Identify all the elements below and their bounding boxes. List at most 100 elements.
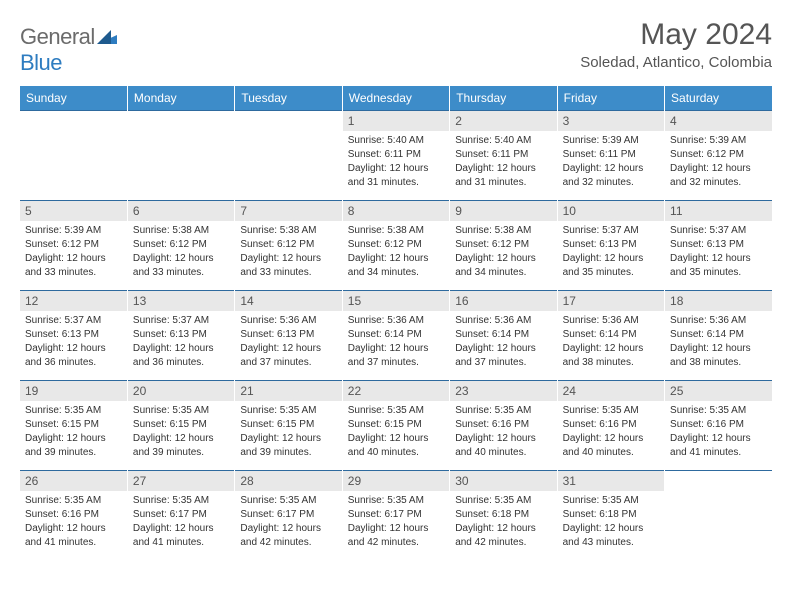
day-number: 21 [235, 381, 341, 401]
title-block: May 2024 Soledad, Atlantico, Colombia [580, 18, 772, 71]
calendar-day-cell: 3Sunrise: 5:39 AMSunset: 6:11 PMDaylight… [557, 111, 664, 201]
day-number: 11 [665, 201, 772, 221]
calendar-day-cell: 25Sunrise: 5:35 AMSunset: 6:16 PMDayligh… [665, 381, 772, 471]
logo: General Blue [20, 18, 117, 76]
day-data: Sunrise: 5:36 AMSunset: 6:14 PMDaylight:… [558, 311, 664, 373]
day-number: 26 [20, 471, 127, 491]
logo-triangle-icon [97, 30, 117, 49]
day-data: Sunrise: 5:35 AMSunset: 6:15 PMDaylight:… [20, 401, 127, 463]
day-number: 5 [20, 201, 127, 221]
weekday-header: Tuesday [235, 86, 342, 111]
calendar-day-cell [20, 111, 127, 201]
calendar-day-cell: 13Sunrise: 5:37 AMSunset: 6:13 PMDayligh… [127, 291, 234, 381]
day-number: 25 [665, 381, 772, 401]
weekday-header: Wednesday [342, 86, 449, 111]
day-number: 16 [450, 291, 556, 311]
calendar-header-row: SundayMondayTuesdayWednesdayThursdayFrid… [20, 86, 772, 111]
day-number: 17 [558, 291, 664, 311]
calendar-day-cell: 23Sunrise: 5:35 AMSunset: 6:16 PMDayligh… [450, 381, 557, 471]
day-number-empty [20, 111, 127, 131]
calendar-week-row: 5Sunrise: 5:39 AMSunset: 6:12 PMDaylight… [20, 201, 772, 291]
calendar-page: General Blue May 2024 Soledad, Atlantico… [0, 0, 792, 612]
day-data: Sunrise: 5:35 AMSunset: 6:17 PMDaylight:… [235, 491, 341, 553]
day-data: Sunrise: 5:36 AMSunset: 6:14 PMDaylight:… [343, 311, 449, 373]
calendar-day-cell: 10Sunrise: 5:37 AMSunset: 6:13 PMDayligh… [557, 201, 664, 291]
calendar-day-cell: 7Sunrise: 5:38 AMSunset: 6:12 PMDaylight… [235, 201, 342, 291]
day-data: Sunrise: 5:39 AMSunset: 6:12 PMDaylight:… [665, 131, 772, 193]
day-number: 15 [343, 291, 449, 311]
day-data: Sunrise: 5:35 AMSunset: 6:15 PMDaylight:… [343, 401, 449, 463]
calendar-day-cell: 29Sunrise: 5:35 AMSunset: 6:17 PMDayligh… [342, 471, 449, 561]
calendar-day-cell: 28Sunrise: 5:35 AMSunset: 6:17 PMDayligh… [235, 471, 342, 561]
calendar-day-cell: 12Sunrise: 5:37 AMSunset: 6:13 PMDayligh… [20, 291, 127, 381]
day-data: Sunrise: 5:35 AMSunset: 6:16 PMDaylight:… [450, 401, 556, 463]
day-data: Sunrise: 5:35 AMSunset: 6:15 PMDaylight:… [235, 401, 341, 463]
day-number: 18 [665, 291, 772, 311]
day-number: 12 [20, 291, 127, 311]
day-data: Sunrise: 5:38 AMSunset: 6:12 PMDaylight:… [450, 221, 556, 283]
day-number: 20 [128, 381, 234, 401]
calendar-table: SundayMondayTuesdayWednesdayThursdayFrid… [20, 86, 772, 561]
calendar-day-cell: 4Sunrise: 5:39 AMSunset: 6:12 PMDaylight… [665, 111, 772, 201]
calendar-day-cell: 5Sunrise: 5:39 AMSunset: 6:12 PMDaylight… [20, 201, 127, 291]
calendar-day-cell: 24Sunrise: 5:35 AMSunset: 6:16 PMDayligh… [557, 381, 664, 471]
logo-blue-text: Blue [20, 50, 62, 76]
day-number: 29 [343, 471, 449, 491]
logo-wrap: General Blue [20, 24, 117, 76]
calendar-week-row: 19Sunrise: 5:35 AMSunset: 6:15 PMDayligh… [20, 381, 772, 471]
day-data: Sunrise: 5:35 AMSunset: 6:16 PMDaylight:… [558, 401, 664, 463]
day-number: 4 [665, 111, 772, 131]
day-data: Sunrise: 5:38 AMSunset: 6:12 PMDaylight:… [235, 221, 341, 283]
day-number: 2 [450, 111, 556, 131]
calendar-day-cell: 16Sunrise: 5:36 AMSunset: 6:14 PMDayligh… [450, 291, 557, 381]
calendar-day-cell: 21Sunrise: 5:35 AMSunset: 6:15 PMDayligh… [235, 381, 342, 471]
day-number: 7 [235, 201, 341, 221]
header: General Blue May 2024 Soledad, Atlantico… [20, 18, 772, 76]
day-data: Sunrise: 5:38 AMSunset: 6:12 PMDaylight:… [343, 221, 449, 283]
calendar-day-cell: 17Sunrise: 5:36 AMSunset: 6:14 PMDayligh… [557, 291, 664, 381]
calendar-day-cell: 30Sunrise: 5:35 AMSunset: 6:18 PMDayligh… [450, 471, 557, 561]
day-data: Sunrise: 5:36 AMSunset: 6:13 PMDaylight:… [235, 311, 341, 373]
day-number: 8 [343, 201, 449, 221]
calendar-day-cell: 18Sunrise: 5:36 AMSunset: 6:14 PMDayligh… [665, 291, 772, 381]
calendar-day-cell: 8Sunrise: 5:38 AMSunset: 6:12 PMDaylight… [342, 201, 449, 291]
logo-gray-text: General [20, 24, 95, 49]
calendar-day-cell [235, 111, 342, 201]
day-number: 19 [20, 381, 127, 401]
day-data: Sunrise: 5:40 AMSunset: 6:11 PMDaylight:… [343, 131, 449, 193]
calendar-day-cell: 2Sunrise: 5:40 AMSunset: 6:11 PMDaylight… [450, 111, 557, 201]
day-number: 6 [128, 201, 234, 221]
day-number: 30 [450, 471, 556, 491]
day-number: 9 [450, 201, 556, 221]
day-number: 24 [558, 381, 664, 401]
day-data: Sunrise: 5:39 AMSunset: 6:11 PMDaylight:… [558, 131, 664, 193]
day-number: 27 [128, 471, 234, 491]
day-number: 22 [343, 381, 449, 401]
day-number: 14 [235, 291, 341, 311]
day-data: Sunrise: 5:35 AMSunset: 6:16 PMDaylight:… [20, 491, 127, 553]
day-data: Sunrise: 5:35 AMSunset: 6:17 PMDaylight:… [343, 491, 449, 553]
day-data: Sunrise: 5:35 AMSunset: 6:18 PMDaylight:… [450, 491, 556, 553]
calendar-day-cell: 6Sunrise: 5:38 AMSunset: 6:12 PMDaylight… [127, 201, 234, 291]
day-data: Sunrise: 5:37 AMSunset: 6:13 PMDaylight:… [665, 221, 772, 283]
day-number: 10 [558, 201, 664, 221]
calendar-day-cell: 15Sunrise: 5:36 AMSunset: 6:14 PMDayligh… [342, 291, 449, 381]
calendar-day-cell: 9Sunrise: 5:38 AMSunset: 6:12 PMDaylight… [450, 201, 557, 291]
calendar-body: 1Sunrise: 5:40 AMSunset: 6:11 PMDaylight… [20, 111, 772, 561]
calendar-day-cell: 19Sunrise: 5:35 AMSunset: 6:15 PMDayligh… [20, 381, 127, 471]
day-data: Sunrise: 5:35 AMSunset: 6:17 PMDaylight:… [128, 491, 234, 553]
calendar-week-row: 12Sunrise: 5:37 AMSunset: 6:13 PMDayligh… [20, 291, 772, 381]
weekday-header: Saturday [665, 86, 772, 111]
weekday-header: Sunday [20, 86, 127, 111]
day-number: 1 [343, 111, 449, 131]
day-data: Sunrise: 5:37 AMSunset: 6:13 PMDaylight:… [558, 221, 664, 283]
day-data: Sunrise: 5:35 AMSunset: 6:16 PMDaylight:… [665, 401, 772, 463]
calendar-day-cell: 11Sunrise: 5:37 AMSunset: 6:13 PMDayligh… [665, 201, 772, 291]
day-number-empty [665, 471, 772, 491]
calendar-week-row: 26Sunrise: 5:35 AMSunset: 6:16 PMDayligh… [20, 471, 772, 561]
month-title: May 2024 [580, 18, 772, 52]
day-number: 23 [450, 381, 556, 401]
day-number: 13 [128, 291, 234, 311]
day-number-empty [235, 111, 341, 131]
weekday-header: Thursday [450, 86, 557, 111]
